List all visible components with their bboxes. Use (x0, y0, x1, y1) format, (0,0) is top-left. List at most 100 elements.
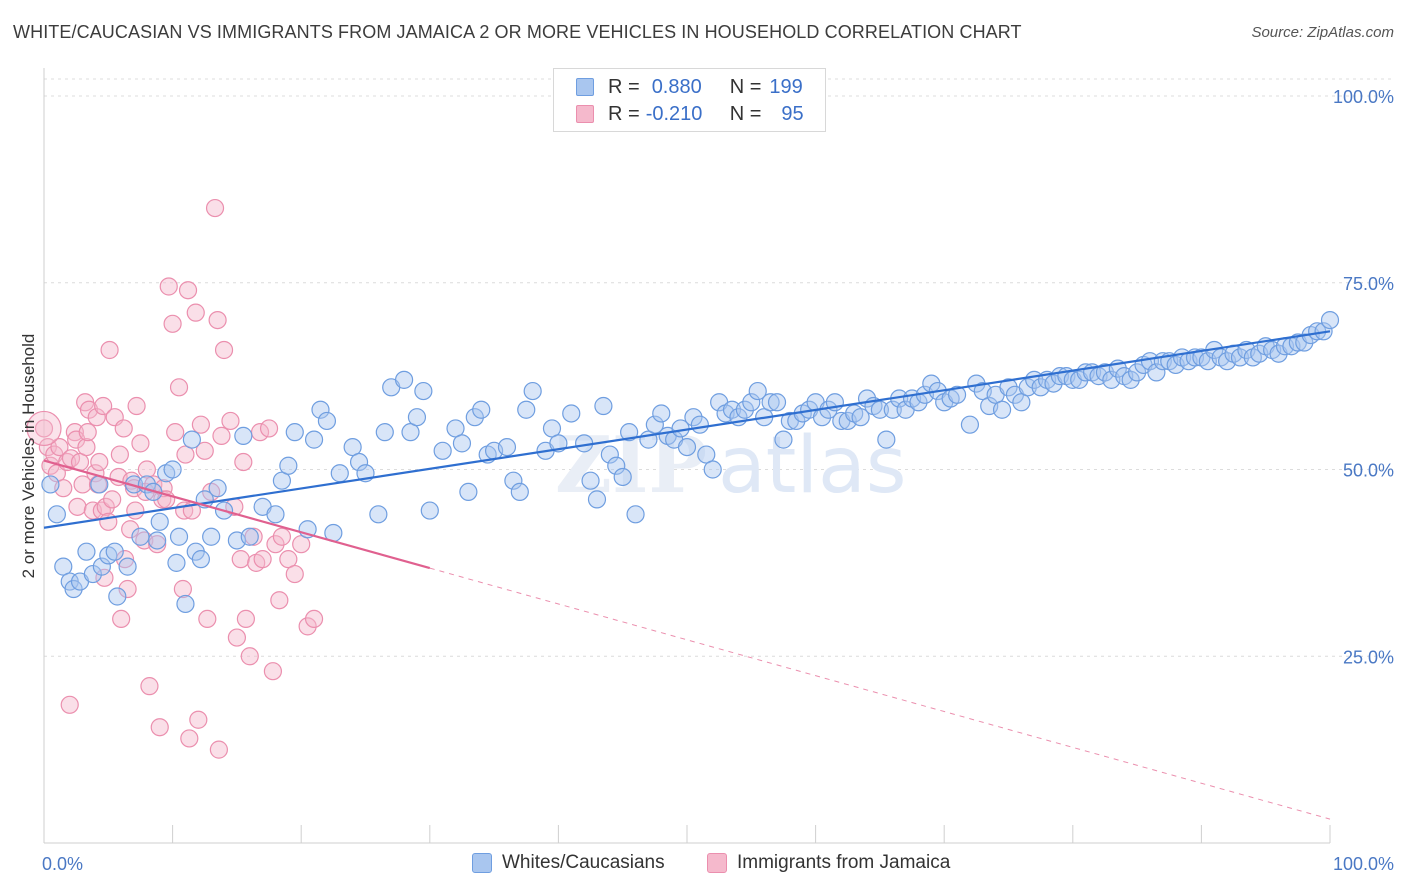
point-whites (652, 404, 671, 423)
point-jamaica (198, 609, 217, 629)
point-jamaica (178, 281, 198, 300)
bottom-legend: Whites/Caucasians Immigrants from Jamaic… (0, 852, 1406, 878)
legend-row-jamaica: R = -0.210 N = 95 (576, 101, 804, 127)
point-jamaica (87, 408, 106, 427)
point-whites (459, 482, 478, 502)
point-whites (375, 423, 394, 442)
point-whites (999, 378, 1018, 397)
point-jamaica (186, 303, 205, 322)
point-jamaica (140, 677, 159, 696)
point-whites (77, 542, 96, 561)
point-whites (1147, 363, 1166, 382)
point-whites (542, 419, 562, 438)
point-whites (684, 408, 703, 427)
point-jamaica (94, 396, 113, 416)
point-whites (311, 400, 330, 419)
point-whites (208, 479, 227, 498)
legend-n-label: N = (729, 75, 762, 98)
point-jamaica (121, 520, 140, 539)
point-jamaica (209, 740, 228, 759)
point-jamaica (68, 497, 87, 516)
point-whites (54, 557, 73, 576)
point-whites (433, 441, 452, 460)
point-jamaica (208, 311, 227, 330)
point-whites (504, 471, 523, 490)
point-jamaica (234, 452, 253, 472)
legend: R = 0.880 N = 199 R = -0.210 N = 95 (553, 68, 826, 132)
point-jamaica (110, 445, 129, 464)
point-jamaica (100, 340, 119, 360)
point-whites (1121, 370, 1140, 389)
point-whites (465, 408, 484, 427)
point-jamaica (78, 423, 97, 442)
point-jamaica (50, 437, 69, 457)
point-jamaica (131, 434, 150, 453)
point-jamaica (166, 423, 185, 442)
point-jamaica (292, 535, 311, 554)
bottom-legend-whites: Whites/Caucasians (472, 852, 665, 874)
point-whites (947, 385, 967, 404)
bottom-legend-label-whites: Whites/Caucasians (502, 852, 665, 873)
point-jamaica (270, 591, 289, 610)
point-whites (452, 434, 472, 453)
watermark-atlas: atlas (718, 421, 907, 511)
legend-n-label: N = (729, 102, 762, 125)
point-jamaica (163, 314, 182, 333)
point-whites (697, 445, 716, 464)
point-jamaica (240, 647, 259, 666)
point-whites (690, 415, 709, 434)
legend-n-value: 199 (769, 75, 803, 98)
point-whites (169, 527, 189, 546)
legend-r-label: R = (608, 75, 640, 98)
bottom-legend-label-jamaica: Immigrants from Jamaica (737, 852, 951, 873)
point-jamaica (205, 198, 225, 218)
point-whites (870, 400, 890, 419)
point-jamaica (259, 419, 279, 438)
point-whites (1012, 393, 1031, 412)
point-whites (47, 505, 66, 524)
point-whites (767, 393, 787, 412)
point-jamaica (180, 729, 199, 748)
legend-n-value: 95 (781, 102, 804, 125)
point-whites (202, 527, 221, 546)
point-whites (510, 482, 529, 502)
point-whites (774, 430, 793, 449)
point-whites (105, 542, 124, 561)
point-whites (279, 456, 298, 475)
point-whites (234, 426, 253, 445)
point-whites (722, 400, 742, 419)
point-whites (150, 512, 169, 531)
legend-r-value: 0.880 (651, 75, 702, 98)
point-whites (182, 430, 201, 449)
point-whites (369, 505, 388, 524)
point-jamaica (112, 609, 131, 629)
point-whites (163, 460, 182, 479)
point-jamaica (65, 423, 84, 442)
point-whites (607, 456, 626, 475)
source-label: Source: ZipAtlas.com (1251, 24, 1394, 41)
point-jamaica (150, 718, 169, 737)
point-whites (1230, 348, 1250, 367)
point-jamaica (231, 550, 250, 569)
point-whites (562, 404, 581, 423)
point-jamaica (304, 609, 324, 629)
point-jamaica (34, 419, 54, 438)
point-jamaica (103, 490, 122, 509)
trend-line-jamaica-extended (429, 567, 1331, 820)
point-jamaica (176, 445, 195, 464)
point-jamaica (298, 617, 317, 636)
point-whites (620, 423, 639, 442)
legend-row-whites: R = 0.880 N = 199 (576, 74, 803, 100)
point-whites (677, 437, 697, 457)
trend-line-jamaica (43, 459, 431, 570)
point-whites (877, 430, 896, 449)
point-whites (587, 490, 607, 509)
x-tick-label-max: 100.0% (1333, 854, 1394, 874)
point-jamaica (159, 277, 178, 296)
point-whites (343, 437, 362, 457)
point-whites (748, 381, 767, 401)
point-whites (148, 531, 167, 550)
point-whites (176, 594, 195, 614)
y-tick-label: 75.0% (1343, 274, 1394, 294)
